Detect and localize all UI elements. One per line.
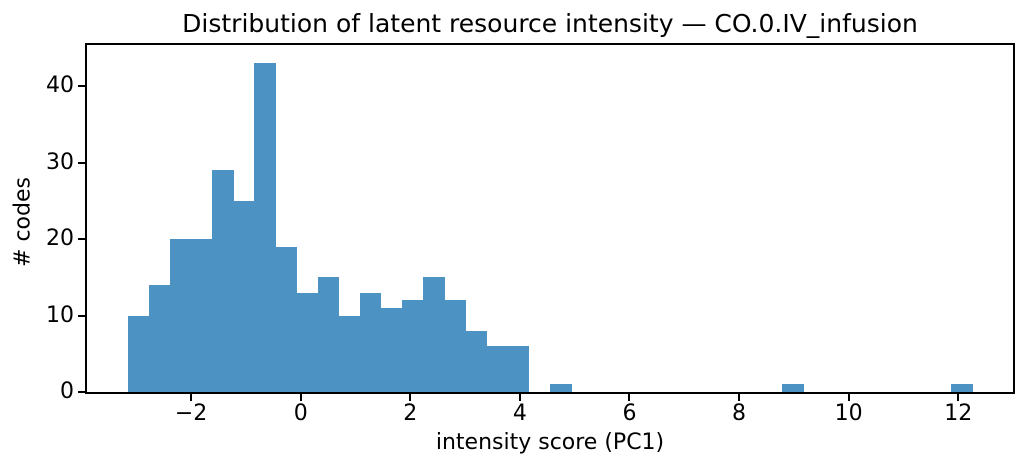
histogram-bar [317, 277, 340, 392]
y-tick-label: 10 [46, 302, 74, 328]
histogram-bar [212, 170, 234, 392]
y-tick [78, 314, 85, 317]
x-tick [847, 394, 850, 401]
histogram-bar [444, 300, 466, 392]
histogram-bar [359, 292, 382, 392]
histogram-bar [296, 292, 319, 392]
x-tick [738, 394, 741, 401]
histogram-bar [148, 285, 171, 392]
x-tick-label: 8 [732, 401, 747, 426]
x-tick-label: 2 [403, 401, 418, 426]
x-tick-label: 10 [834, 401, 863, 426]
y-tick-label: 30 [46, 149, 74, 175]
x-tick [299, 394, 302, 401]
x-tick [409, 394, 412, 401]
x-tick-label: −2 [174, 401, 208, 426]
histogram-bar [423, 277, 445, 392]
histogram-bar [507, 346, 530, 392]
y-tick-label: 20 [46, 226, 74, 252]
y-tick-label: 40 [46, 73, 74, 99]
histogram-bar [402, 300, 424, 392]
y-tick-label: 0 [60, 379, 74, 404]
y-tick [78, 161, 85, 164]
chart-title: Distribution of latent resource intensit… [182, 9, 918, 38]
histogram-bar [169, 239, 192, 392]
x-tick [628, 394, 631, 401]
plot-area [85, 43, 1015, 394]
x-tick [518, 394, 521, 401]
x-tick-label: 4 [512, 401, 527, 426]
histogram-bar [550, 384, 572, 392]
histogram-bar [465, 330, 488, 392]
x-tick-label: 6 [622, 401, 637, 426]
y-tick [78, 85, 85, 88]
y-tick [78, 238, 85, 241]
histogram-bar [951, 384, 973, 392]
histogram-bar [190, 239, 213, 392]
histogram-bar [127, 315, 150, 392]
histogram-bar [233, 200, 255, 392]
histogram-bar [782, 384, 804, 392]
x-tick-label: 12 [944, 401, 973, 426]
y-axis-label: # codes [10, 177, 36, 267]
x-axis-label: intensity score (PC1) [435, 430, 665, 455]
histogram-bar [254, 63, 276, 392]
histogram-bar [338, 315, 361, 392]
histogram-bar [275, 246, 297, 392]
histogram-bar [381, 307, 403, 392]
x-tick [190, 394, 193, 401]
x-tick [957, 394, 960, 401]
x-tick-label: 0 [293, 401, 308, 426]
histogram-bar [486, 346, 509, 392]
y-tick [78, 391, 85, 393]
histogram-bars [87, 45, 1013, 392]
